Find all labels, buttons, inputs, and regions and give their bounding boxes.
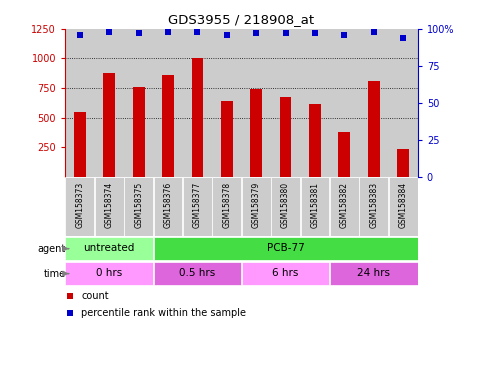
Point xyxy=(76,31,84,38)
Point xyxy=(223,31,231,38)
Text: GSM158381: GSM158381 xyxy=(311,182,319,228)
Bar xyxy=(183,29,212,177)
Text: GSM158379: GSM158379 xyxy=(252,182,261,228)
Bar xyxy=(154,177,183,236)
Bar xyxy=(133,87,144,177)
Text: agent: agent xyxy=(38,243,66,254)
Bar xyxy=(368,81,380,177)
Text: GSM158375: GSM158375 xyxy=(134,182,143,228)
Bar xyxy=(330,262,417,285)
Text: time: time xyxy=(43,268,66,279)
Text: GSM158384: GSM158384 xyxy=(398,182,408,228)
Text: 0 hrs: 0 hrs xyxy=(96,268,122,278)
Bar xyxy=(66,237,153,260)
Bar xyxy=(271,177,300,236)
Bar xyxy=(162,75,174,177)
Bar xyxy=(183,177,212,236)
Bar xyxy=(154,29,183,177)
Bar xyxy=(103,73,115,177)
Bar xyxy=(212,29,242,177)
Text: GSM158378: GSM158378 xyxy=(222,182,231,228)
Point xyxy=(135,30,142,36)
Text: 24 hrs: 24 hrs xyxy=(357,268,390,278)
Bar xyxy=(330,29,359,177)
Point xyxy=(194,29,201,35)
Text: GSM158382: GSM158382 xyxy=(340,182,349,228)
Point xyxy=(105,29,113,35)
Bar xyxy=(124,177,153,236)
Bar xyxy=(300,177,329,236)
Point xyxy=(252,30,260,36)
Bar xyxy=(359,29,388,177)
Bar xyxy=(388,29,418,177)
Text: GSM158374: GSM158374 xyxy=(105,182,114,228)
Text: 0.5 hrs: 0.5 hrs xyxy=(179,268,215,278)
Bar xyxy=(242,29,271,177)
Bar xyxy=(359,177,388,236)
Text: GSM158377: GSM158377 xyxy=(193,182,202,228)
Bar xyxy=(339,132,350,177)
Bar xyxy=(250,89,262,177)
Text: GSM158373: GSM158373 xyxy=(75,182,85,228)
Point xyxy=(67,310,74,316)
Bar xyxy=(95,177,124,236)
Bar xyxy=(221,101,233,177)
Text: GSM158380: GSM158380 xyxy=(281,182,290,228)
Point xyxy=(164,29,172,35)
Bar xyxy=(192,58,203,177)
Text: untreated: untreated xyxy=(84,243,135,253)
Bar xyxy=(242,177,270,236)
Text: percentile rank within the sample: percentile rank within the sample xyxy=(81,308,246,318)
Point xyxy=(67,293,74,299)
Point xyxy=(311,30,319,36)
Bar xyxy=(300,29,330,177)
Bar xyxy=(309,104,321,177)
Text: GSM158383: GSM158383 xyxy=(369,182,378,228)
Bar xyxy=(124,29,154,177)
Bar xyxy=(154,262,241,285)
Bar xyxy=(389,177,417,236)
Bar xyxy=(154,237,417,260)
Bar xyxy=(66,177,94,236)
Bar xyxy=(280,98,291,177)
Point xyxy=(282,30,289,36)
Bar xyxy=(66,262,153,285)
Text: PCB-77: PCB-77 xyxy=(267,243,304,253)
Bar xyxy=(213,177,241,236)
Point xyxy=(399,35,407,41)
Bar xyxy=(271,29,300,177)
Bar xyxy=(242,262,329,285)
Text: GSM158376: GSM158376 xyxy=(164,182,172,228)
Bar xyxy=(74,112,86,177)
Title: GDS3955 / 218908_at: GDS3955 / 218908_at xyxy=(169,13,314,26)
Bar xyxy=(65,29,95,177)
Point xyxy=(370,29,378,35)
Text: 6 hrs: 6 hrs xyxy=(272,268,299,278)
Point xyxy=(341,31,348,38)
Bar xyxy=(397,149,409,177)
Text: count: count xyxy=(81,291,109,301)
Bar xyxy=(330,177,359,236)
Bar xyxy=(95,29,124,177)
